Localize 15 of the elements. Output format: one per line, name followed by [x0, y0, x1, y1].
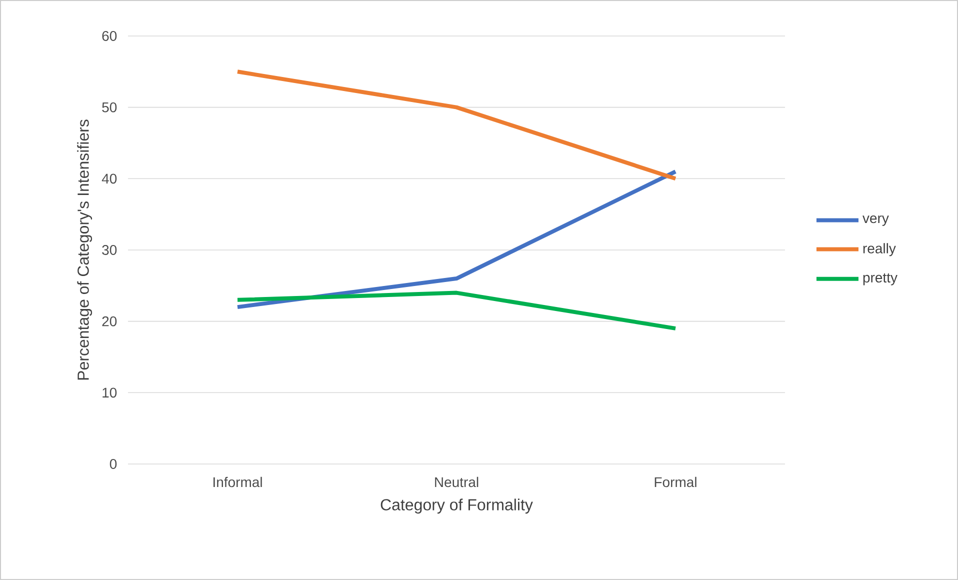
legend-label: very — [862, 215, 889, 226]
y-tick-label: 50 — [102, 102, 117, 112]
y-tick-label: 20 — [102, 316, 117, 326]
y-tick-label: 40 — [102, 174, 117, 184]
x-axis-title: Category of Formality — [380, 498, 533, 514]
x-tick-label: Formal — [654, 476, 696, 488]
y-axis-title: Percentage of Category's Intensifiers — [77, 120, 92, 380]
x-tick-label: Neutral — [435, 476, 478, 488]
y-tick-label: 0 — [110, 459, 117, 469]
y-tick-label: 10 — [102, 388, 117, 398]
y-tick-label: 30 — [102, 245, 117, 255]
legend-label: pretty — [863, 273, 898, 286]
legend-label: really — [863, 243, 896, 256]
y-tick-label: 60 — [102, 31, 117, 41]
x-tick-label: Informal — [214, 476, 262, 488]
